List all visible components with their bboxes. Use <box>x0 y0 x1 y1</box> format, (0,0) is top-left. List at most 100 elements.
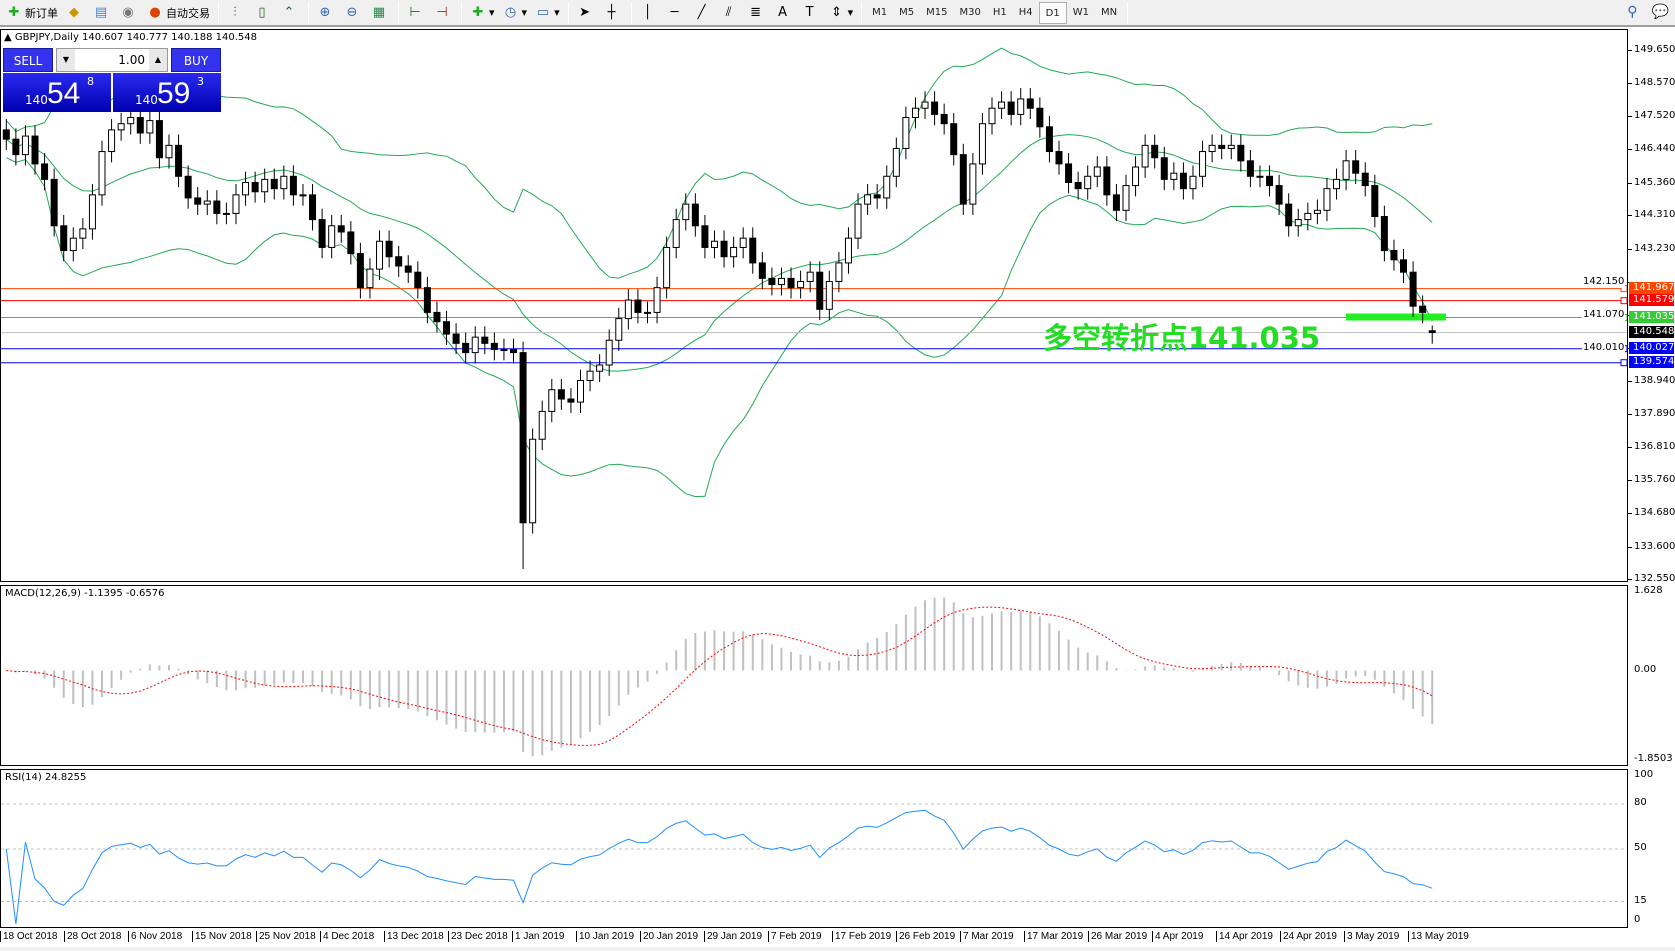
candle <box>682 203 690 221</box>
chat-icon[interactable]: 💬 <box>1651 4 1669 20</box>
candlestick-button[interactable]: ▯ <box>250 1 277 24</box>
candle <box>1313 209 1321 214</box>
candle <box>127 117 135 125</box>
candle <box>510 349 518 354</box>
candle <box>41 163 49 180</box>
buy-price[interactable]: 140 59 3 <box>113 73 221 112</box>
arrows-button[interactable]: ⇕ ▾ <box>825 1 858 24</box>
new-order-button[interactable]: ✚ 新订单 <box>2 1 62 24</box>
candle <box>481 336 489 344</box>
sell-price[interactable]: 140 54 8 <box>3 73 111 112</box>
candle <box>1371 185 1379 218</box>
macd-panel[interactable]: MACD(12,26,9) -1.1395 -0.6576 <box>0 585 1628 766</box>
candle <box>175 144 183 177</box>
rsi-label: RSI(14) 24.8255 <box>5 772 87 783</box>
time-tick-label: 18 Oct 2018 <box>0 931 57 942</box>
autoscroll-button[interactable]: ⊣ <box>430 1 457 24</box>
price-chart-canvas <box>1 47 1627 570</box>
candle <box>21 135 29 156</box>
sell-button[interactable]: SELL <box>3 48 53 72</box>
periods-button[interactable]: ◷ ▾ <box>499 1 532 24</box>
candle <box>1103 166 1111 196</box>
timeframe-m30[interactable]: M30 <box>959 6 981 18</box>
price-chart[interactable] <box>0 29 1628 582</box>
text-label-button[interactable]: T <box>798 1 825 24</box>
price-tick-label: 135.760 <box>1634 473 1675 485</box>
vertical-line-button[interactable]: │ <box>636 1 663 24</box>
volume-decrease-button[interactable]: ▼ <box>57 49 75 71</box>
templates-button[interactable]: ▭ ▾ <box>536 4 560 20</box>
timeframe-mn[interactable]: MN <box>1100 6 1118 18</box>
price-tick-label: 132.550 <box>1634 573 1675 584</box>
equidistant-channel-button[interactable]: ⫽ <box>717 1 744 24</box>
candle <box>366 268 374 289</box>
text-button[interactable]: A <box>771 1 798 24</box>
crosshair-button[interactable]: ┼ <box>600 1 627 24</box>
candle <box>376 240 384 270</box>
chart-shift-icon: ⊢ <box>409 4 421 20</box>
candle <box>1419 305 1427 313</box>
candle <box>921 101 929 109</box>
candle <box>1352 160 1360 174</box>
buy-button[interactable]: BUY <box>171 48 221 72</box>
cursor-button[interactable]: ➤ <box>573 1 600 24</box>
candle <box>548 389 556 412</box>
rsi-panel[interactable]: RSI(14) 24.8255 <box>0 769 1628 928</box>
zoom-in-button[interactable]: ⊕ <box>313 1 340 24</box>
timeframe-m15[interactable]: M15 <box>926 6 948 18</box>
signals-button[interactable]: ◉ <box>116 1 143 24</box>
timeframe-d1[interactable]: D1 <box>1038 1 1067 24</box>
timeframe-h4[interactable]: H4 <box>1018 6 1033 18</box>
volume-increase-button[interactable]: ▲ <box>149 49 167 71</box>
auto-trading-button[interactable]: ● 自动交易 <box>143 1 214 24</box>
navigator-button[interactable]: ▤ <box>89 1 116 24</box>
equidistant-channel-icon: ⫽ <box>725 4 732 20</box>
price-axis[interactable]: 149.650 148.570 147.520 146.440 145.360 144.3… <box>1628 29 1675 584</box>
candle <box>433 311 441 323</box>
macd-axis: 1.628 0.00 -1.8503 <box>1628 585 1675 766</box>
chart-header: ▲ GBPJPY,Daily 140.607 140.777 140.188 1… <box>4 32 257 43</box>
candle <box>1409 271 1417 307</box>
time-tick-label: 17 Mar 2019 <box>1024 931 1083 942</box>
timeframe-h1[interactable]: H1 <box>992 6 1007 18</box>
search-icon[interactable]: ⚲ <box>1627 4 1638 20</box>
bollinger-middle-line <box>5 134 1433 372</box>
price-tick-label: 147.520 <box>1634 109 1675 121</box>
fibonacci-button[interactable]: ≣ <box>744 1 771 24</box>
candle <box>452 333 460 344</box>
price-tick <box>1628 83 1632 85</box>
horizontal-line-button[interactable]: ─ <box>663 1 690 24</box>
volume-field[interactable]: ▼ 1.00 ▲ <box>56 48 168 72</box>
timeframe-m1[interactable]: M1 <box>872 6 888 18</box>
macd-signal-line <box>6 606 1433 746</box>
zoom-out-button[interactable]: ⊖ <box>340 1 367 24</box>
candle <box>1074 181 1082 190</box>
candle <box>1007 101 1015 115</box>
bar-chart-button[interactable]: ⫶ <box>223 1 250 24</box>
one-click-trading-panel: SELL ▼ 1.00 ▲ BUY 140 54 8 140 59 3 <box>3 48 221 112</box>
price-tick-label: 133.600 <box>1634 540 1675 552</box>
candle <box>165 144 173 159</box>
market-watch-button[interactable]: ◆ <box>62 1 89 24</box>
candle <box>88 194 96 230</box>
price-tick <box>1628 381 1632 383</box>
macd-tick-label: 0.00 <box>1634 663 1657 675</box>
tile-windows-button[interactable]: ▦ <box>367 1 394 24</box>
time-tick-label: 14 Apr 2019 <box>1216 931 1273 942</box>
timeframe-w1[interactable]: W1 <box>1072 6 1089 18</box>
candle <box>280 175 288 190</box>
trendline-button[interactable]: ╱ <box>690 1 717 24</box>
candle <box>768 277 776 286</box>
timeframe-bar: M1 M5 M15 M30 H1 H4 D1 W1 MN <box>866 1 1123 24</box>
line-chart-button[interactable]: ⌃ <box>277 1 304 24</box>
volume-value[interactable]: 1.00 <box>118 53 145 67</box>
candle <box>806 271 814 282</box>
indicators-button[interactable]: ✚ ▾ <box>466 1 499 24</box>
candle <box>643 311 651 314</box>
candle <box>902 117 910 149</box>
candle <box>60 225 68 252</box>
timeframe-m5[interactable]: M5 <box>899 6 915 18</box>
chart-shift-button[interactable]: ⊢ <box>403 1 430 24</box>
status-strip <box>0 947 1675 951</box>
price-tick-label: 143.230 <box>1634 242 1675 254</box>
